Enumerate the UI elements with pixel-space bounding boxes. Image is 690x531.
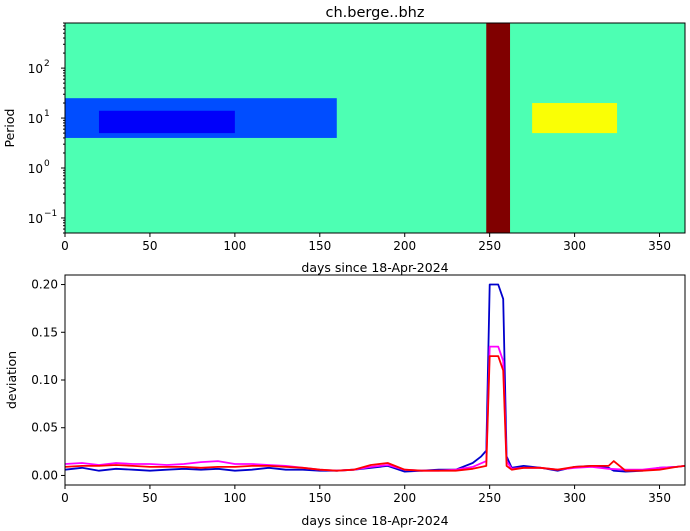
line-y-tick-label: 0.15 <box>31 325 58 339</box>
heatmap-y-tick-label: 10 <box>28 112 43 126</box>
line-panel: 0 50 100 150 200 250 300 350 0.000.050.100.150.… <box>4 274 686 528</box>
series-line-1 <box>65 283 685 473</box>
line-y-ticks: 0.00 0.05 0.10 0.15 0.20 <box>31 278 65 482</box>
heatmap-x-label: days since 18-Apr-2024 <box>301 260 448 275</box>
series-line-3 <box>65 355 685 472</box>
heatmap-y-tick-exponent: 0 <box>44 159 50 169</box>
heatmap-cell-secondary <box>532 103 618 134</box>
heatmap-y-tick-label: 10 <box>28 212 43 226</box>
line-x-tick-label: 0 <box>61 491 69 505</box>
heatmap-cell-low-band-core <box>98 110 235 134</box>
line-x-tick-label: 300 <box>563 491 586 505</box>
line-x-tick-label: 150 <box>308 491 331 505</box>
line-x-tick-label: 200 <box>393 491 416 505</box>
line-y-tick-label: 0.20 <box>31 278 58 292</box>
heatmap-x-tick-label: 150 <box>308 239 331 253</box>
line-y-label: deviation <box>4 351 19 409</box>
heatmap-panel: ch.berge..bhz 0 50 100 150 200 250 300 350 10 −1… <box>2 5 686 275</box>
heatmap-y-label: Period <box>2 109 17 148</box>
deviation-lines <box>65 283 685 473</box>
heatmap-x-tick-label: 350 <box>648 239 671 253</box>
heatmap-x-tick-label: 300 <box>563 239 586 253</box>
heatmap-y-tick-exponent: 1 <box>44 109 50 119</box>
line-y-tick-label: 0.00 <box>31 468 58 482</box>
line-x-tick-label: 100 <box>223 491 246 505</box>
line-x-label: days since 18-Apr-2024 <box>301 513 448 528</box>
line-x-tick-label: 250 <box>478 491 501 505</box>
line-x-tick-label: 50 <box>142 491 157 505</box>
heatmap-y-tick-label: 10 <box>28 162 43 176</box>
series-line-2 <box>65 345 685 472</box>
heatmap-y-tick-label: 10 <box>28 62 43 76</box>
line-x-tick-label: 350 <box>648 491 671 505</box>
heatmap-x-ticks: 0 50 100 150 200 250 300 350 <box>61 233 671 253</box>
heatmap-x-tick-label: 200 <box>393 239 416 253</box>
line-frame <box>64 274 686 486</box>
heatmap-x-tick-label: 50 <box>142 239 157 253</box>
heatmap-x-tick-label: 100 <box>223 239 246 253</box>
heatmap-x-tick-label: 250 <box>478 239 501 253</box>
heatmap-y-tick-exponent: −1 <box>44 209 57 219</box>
heatmap-x-tick-label: 0 <box>61 239 69 253</box>
heatmap-cells <box>65 23 685 233</box>
line-y-tick-label: 0.05 <box>31 421 58 435</box>
line-x-ticks: 0 50 100 150 200 250 300 350 <box>61 485 671 505</box>
heatmap-frame <box>64 22 686 234</box>
chart-title: ch.berge..bhz <box>326 5 425 21</box>
heatmap-y-tick-exponent: 2 <box>44 59 50 69</box>
line-y-tick-label: 0.10 <box>31 373 58 387</box>
heatmap-cell-high-anomaly <box>486 23 511 233</box>
